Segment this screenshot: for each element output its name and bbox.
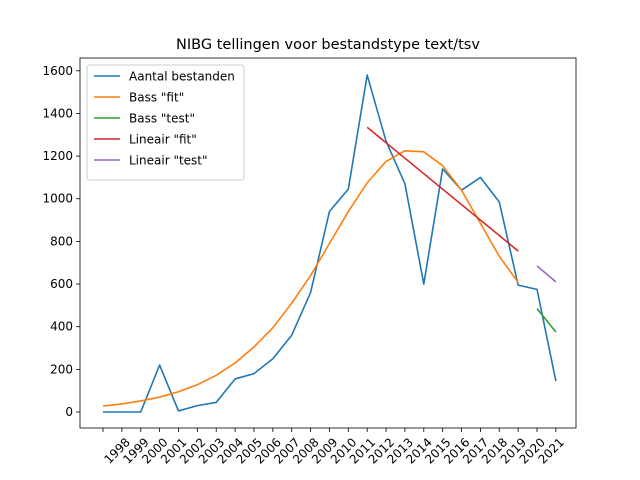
legend-label: Aantal bestanden [129,70,235,84]
legend-label: Bass "test" [129,112,195,126]
y-tick-label: 1400 [42,106,73,120]
series-line-1 [103,74,557,413]
chart-title: NIBG tellingen voor bestandstype text/ts… [176,37,480,53]
series-line-2 [102,149,519,407]
series-line-4 [366,126,519,252]
y-axis: 0 200 400 600 800 1000 1200 1400 1600 [42,64,80,419]
series-layer [102,74,557,413]
y-tick-label: 200 [50,362,73,376]
legend: Aantal bestanden Bass "fit" Bass "test" Lin… [86,64,245,181]
y-tick-label: 800 [50,234,73,248]
y-tick-label: 0 [65,405,73,419]
y-tick-label: 1000 [42,192,73,206]
y-tick-label: 1600 [42,64,73,78]
legend-label: Lineair "fit" [129,133,197,147]
y-tick-label: 1200 [42,149,73,163]
y-tick-label: 400 [50,320,73,334]
y-tick-label: 600 [50,277,73,291]
legend-box [86,64,245,181]
series-line-3 [536,308,557,333]
series-line-5 [536,265,557,283]
legend-label: Lineair "test" [129,154,208,168]
legend-label: Bass "fit" [129,91,184,105]
x-axis: 1998199920002001200220032004200520062007… [101,428,567,467]
